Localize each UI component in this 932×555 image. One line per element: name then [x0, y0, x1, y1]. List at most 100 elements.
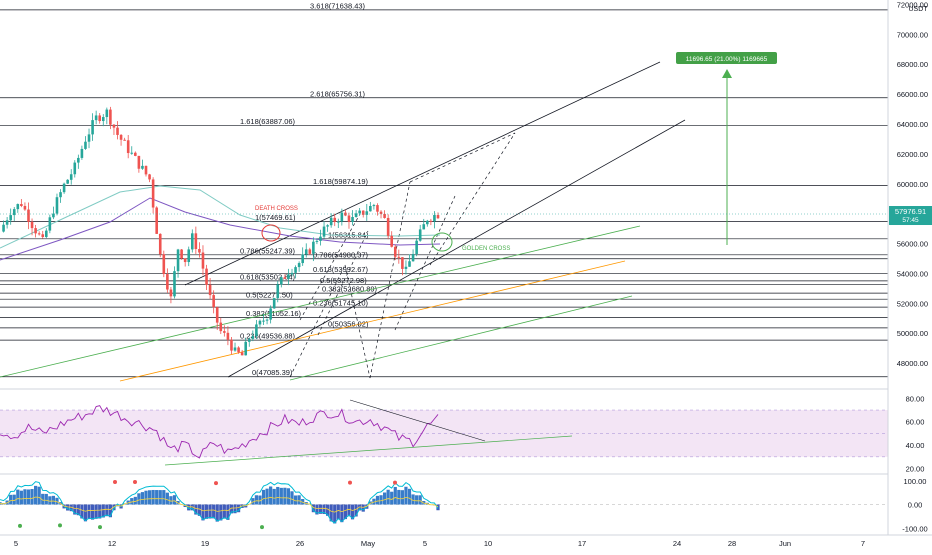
candle-body [273, 298, 276, 308]
candle-body [244, 342, 247, 355]
wave-bar [55, 498, 58, 505]
fib-label: 1.618(63887.06) [240, 117, 296, 126]
rsi-tick-label: 80.00 [906, 394, 925, 403]
candle-body [106, 110, 109, 117]
wave-bar [255, 495, 258, 504]
candle-body [148, 174, 151, 179]
fib-label: 3.618(71638.43) [310, 1, 366, 10]
candle-body [348, 216, 351, 222]
candle-body [59, 192, 62, 197]
macd-pane [0, 474, 888, 529]
fib-label: 0.5(52277.50) [246, 291, 293, 300]
candle-body [138, 156, 141, 169]
support-green-1 [0, 226, 640, 377]
candle-body [163, 254, 166, 274]
fib-label: 0.786(55247.39) [240, 246, 296, 255]
candle-body [387, 218, 390, 236]
candle-body [84, 142, 87, 149]
wave-bar [212, 505, 215, 519]
fib-label: 0.236(51745.10) [313, 299, 369, 308]
wave-dot-green [18, 524, 22, 528]
wave-bar [105, 505, 108, 517]
candle-body [91, 120, 94, 134]
macd-tick-label: 100.00 [904, 477, 927, 486]
date-tick-label: 24 [673, 539, 681, 548]
candle-body [88, 134, 91, 141]
fib-label: 0.618(53992.67) [313, 265, 369, 274]
candle-body [312, 242, 315, 254]
candle-body [73, 163, 76, 175]
wave-bar [23, 489, 26, 504]
fib-label: 0.786(54980.37) [313, 250, 369, 259]
candle-body [394, 247, 397, 257]
wave-bar [91, 505, 94, 520]
candle-body [49, 217, 52, 230]
wave-dot-green [58, 523, 62, 527]
candle-body [77, 158, 80, 163]
wave-bar [362, 505, 365, 512]
candle-body [120, 135, 123, 140]
price-tick-label: 56000.00 [897, 240, 928, 249]
date-tick-label: 5 [423, 539, 427, 548]
candle-body [351, 217, 354, 222]
price-tick-label: 50000.00 [897, 329, 928, 338]
candle-body [102, 117, 105, 121]
wave-bar [219, 505, 222, 521]
candle-body [202, 253, 205, 269]
wave-bar [333, 505, 336, 524]
candle-body [70, 174, 73, 180]
candle-body [9, 215, 12, 220]
candle-body [426, 221, 429, 224]
candle-body [180, 250, 183, 259]
candle-body [365, 211, 368, 215]
rsi-tick-label: 20.00 [906, 464, 925, 473]
wave-bar [419, 495, 422, 504]
wave-bar [397, 490, 400, 505]
wave-dot-red [214, 481, 218, 485]
candle-body [401, 257, 404, 269]
candle-body [98, 115, 101, 121]
projection-dash [395, 196, 455, 330]
candle-body [437, 215, 440, 218]
rsi-pane [0, 389, 888, 465]
price-pane: 3.618(71638.43)2.618(65756.31)1.618(6388… [0, 1, 888, 381]
candle-body [287, 274, 290, 278]
rsi-tick-label: 60.00 [906, 418, 925, 427]
candle-body [405, 267, 408, 269]
fib-label: 0.382(52680.89) [322, 285, 378, 294]
candle-body [294, 267, 297, 273]
wave-bar [262, 490, 265, 505]
date-tick-label: May [361, 539, 375, 548]
wave-bar [95, 505, 98, 519]
candle-body [412, 254, 415, 261]
candle-body [195, 233, 198, 249]
wave-bar [376, 496, 379, 505]
candle-body [6, 220, 9, 224]
fib-label: 0.5(53272.98) [320, 276, 367, 285]
price-tick-label: 54000.00 [897, 269, 928, 278]
candle-body [430, 221, 433, 222]
wave-bar [415, 495, 418, 504]
wave-bar [166, 493, 169, 505]
candle-body [316, 241, 319, 242]
candle-body [95, 115, 98, 120]
wave-bar [273, 489, 276, 505]
wave-bar [141, 492, 144, 504]
date-tick-label: 19 [201, 539, 209, 548]
wave-bar [20, 491, 23, 505]
wave-bar [269, 487, 272, 505]
candle-body [152, 179, 155, 207]
target-arrow-head [722, 69, 732, 78]
candle-body [159, 234, 162, 254]
candle-body [305, 249, 308, 254]
candle-body [20, 204, 23, 206]
orange-trend [120, 261, 625, 381]
candle-body [369, 206, 372, 211]
wave-bar [387, 490, 390, 505]
candle-body [301, 254, 304, 263]
candle-body [2, 225, 5, 232]
candle-body [209, 285, 212, 295]
